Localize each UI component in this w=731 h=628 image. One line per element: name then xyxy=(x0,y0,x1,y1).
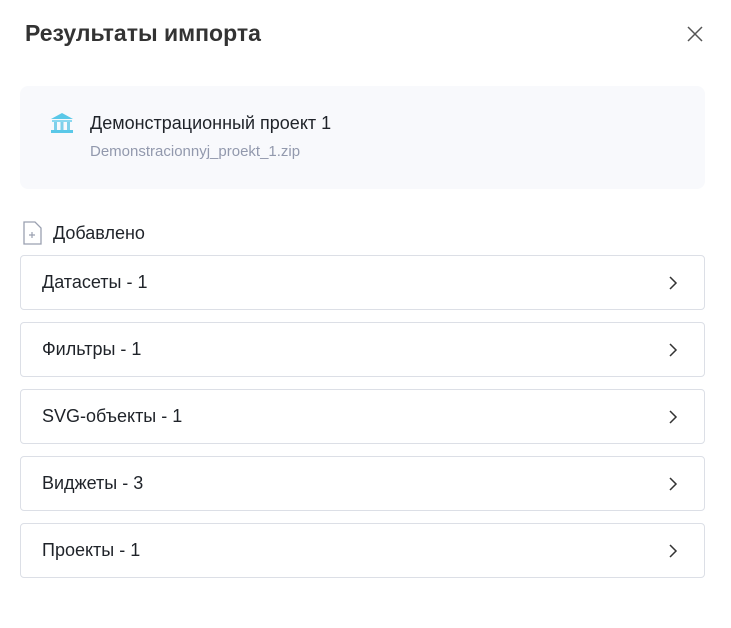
result-row-datasets[interactable]: Датасеты - 1 xyxy=(20,255,705,310)
chevron-right-icon xyxy=(669,543,678,558)
file-plus-icon xyxy=(23,221,42,245)
project-file: Demonstracionnyj_proekt_1.zip xyxy=(90,143,301,160)
row-label: Датасеты - 1 xyxy=(42,272,148,292)
project-name: Демонстрационный проект 1 xyxy=(90,113,332,133)
chevron-right-icon xyxy=(669,275,678,290)
section-label: Добавлено xyxy=(53,222,145,243)
section-added: Добавлено xyxy=(22,221,145,245)
bank-icon xyxy=(51,113,73,133)
close-icon[interactable] xyxy=(684,23,706,45)
chevron-right-icon xyxy=(669,409,678,424)
result-row-widgets[interactable]: Виджеты - 3 xyxy=(20,456,705,511)
chevron-right-icon xyxy=(669,342,678,357)
row-label: Фильтры - 1 xyxy=(42,339,142,359)
dialog-title: Результаты импорта xyxy=(25,20,261,46)
result-row-projects[interactable]: Проекты - 1 xyxy=(20,523,705,578)
result-row-filters[interactable]: Фильтры - 1 xyxy=(20,322,705,377)
project-card: Демонстрационный проект 1 Demonstracionn… xyxy=(20,86,705,189)
row-label: Проекты - 1 xyxy=(42,540,141,560)
row-label: SVG-объекты - 1 xyxy=(42,406,183,426)
chevron-right-icon xyxy=(669,476,678,491)
row-label: Виджеты - 3 xyxy=(42,473,144,493)
result-row-svg[interactable]: SVG-объекты - 1 xyxy=(20,389,705,444)
